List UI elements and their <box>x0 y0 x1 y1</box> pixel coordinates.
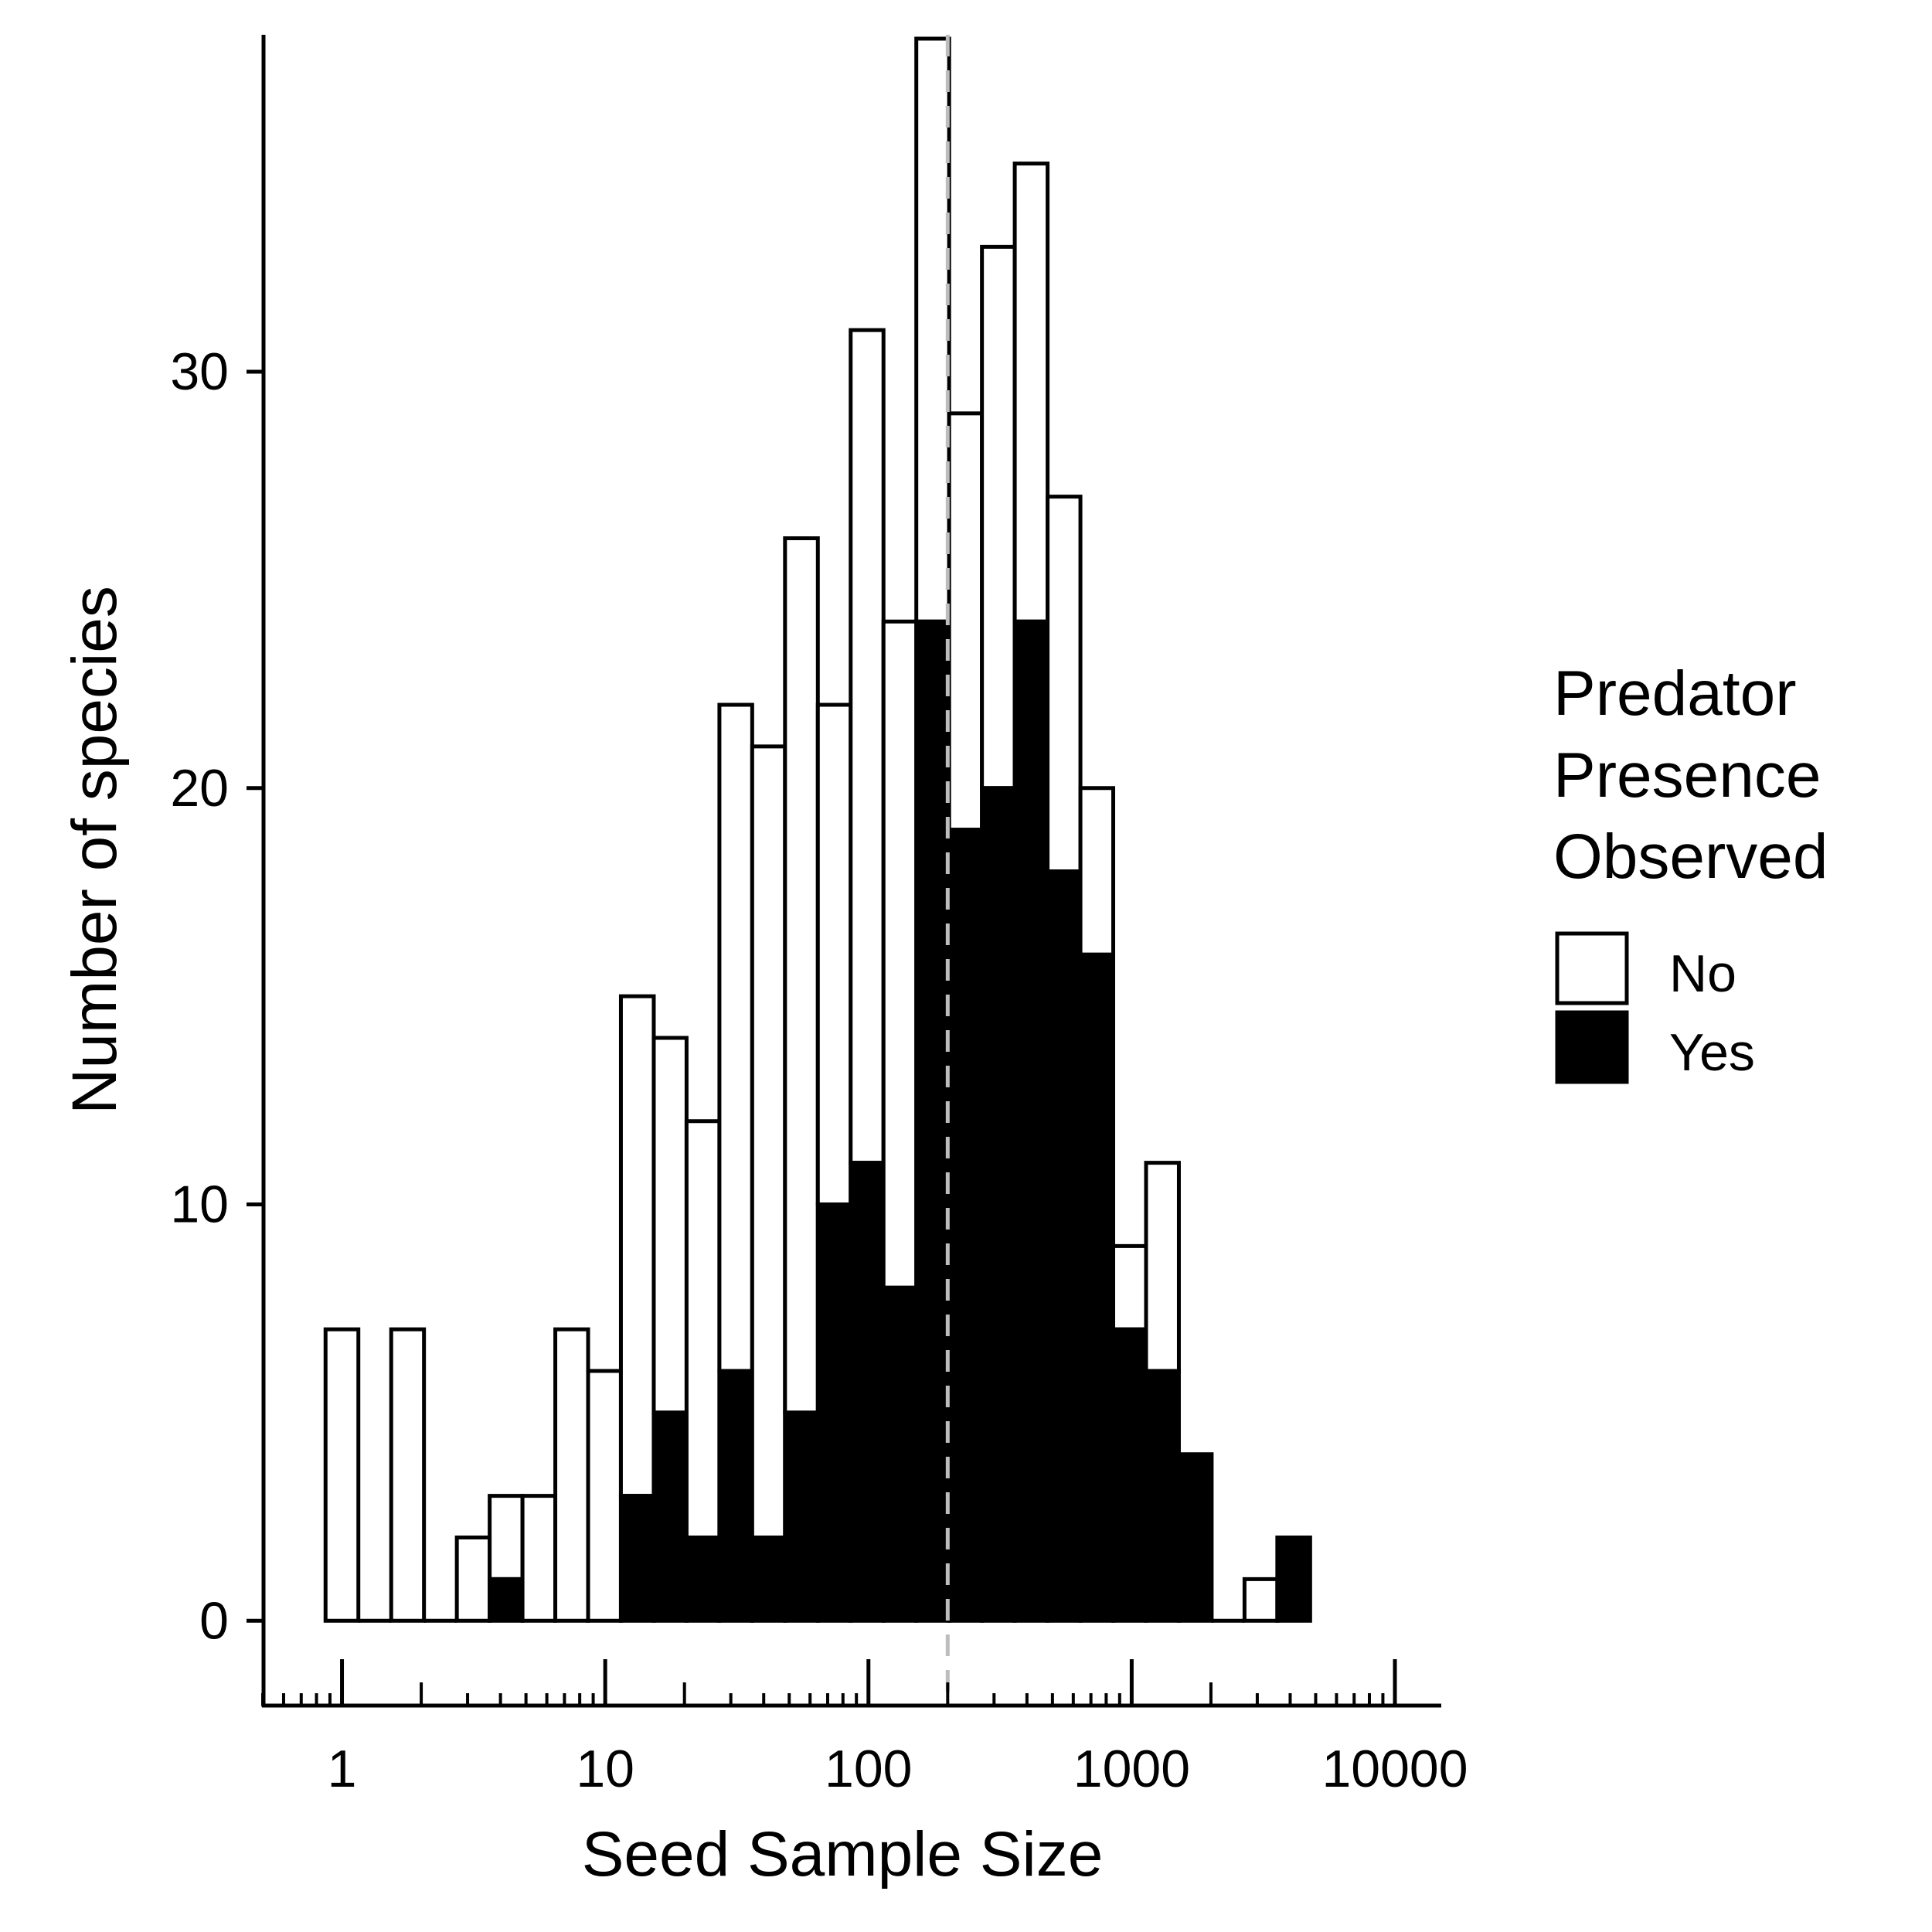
y-axis-title: Number of species <box>60 586 130 1114</box>
y-tick-label-30: 30 <box>170 342 229 401</box>
bar-yes-13 <box>750 1536 787 1623</box>
x-tick-label-1000: 1000 <box>1073 1740 1190 1798</box>
bar-no-28 <box>1242 1577 1280 1623</box>
bar-yes-5 <box>488 1577 525 1623</box>
bar-no-18 <box>914 36 951 624</box>
bar-no-21 <box>1012 162 1050 624</box>
bar-no-11 <box>684 1119 722 1539</box>
bar-no-20 <box>980 244 1017 791</box>
y-tick-label-10: 10 <box>170 1175 229 1234</box>
x-axis-title: Seed Sample Size <box>582 1819 1104 1889</box>
bar-no-9 <box>618 994 656 1498</box>
x-tick-label-1: 1 <box>328 1740 357 1798</box>
bar-no-2 <box>389 1327 427 1623</box>
bar-yes-26 <box>1176 1452 1214 1623</box>
bar-yes-20 <box>980 786 1017 1623</box>
bar-no-5 <box>488 1494 525 1581</box>
y-tick-label-20: 20 <box>170 759 229 818</box>
bar-no-24 <box>1111 1243 1148 1332</box>
bar-yes-23 <box>1078 952 1116 1623</box>
x-tick-label-10000: 10000 <box>1321 1740 1468 1798</box>
bar-yes-10 <box>651 1410 689 1623</box>
bar-yes-21 <box>1012 619 1050 1623</box>
bar-yes-18 <box>914 619 951 1623</box>
legend-swatch-yes <box>1555 1010 1629 1084</box>
bar-no-23 <box>1078 786 1116 957</box>
bar-no-15 <box>815 702 853 1206</box>
bar-yes-25 <box>1144 1369 1181 1623</box>
bar-no-7 <box>553 1327 590 1623</box>
bar-no-6 <box>520 1494 558 1623</box>
bar-no-0 <box>323 1327 361 1623</box>
legend-swatch-no <box>1555 931 1629 1005</box>
bar-no-14 <box>783 536 820 1415</box>
legend-label-yes: Yes <box>1669 1023 1755 1082</box>
bar-yes-9 <box>618 1494 656 1623</box>
bar-no-4 <box>454 1536 492 1623</box>
bar-no-8 <box>586 1369 623 1623</box>
legend-title-line-1: Predator <box>1553 658 1797 729</box>
legend-title-line-3: Observed <box>1553 821 1828 892</box>
bar-no-25 <box>1144 1161 1181 1373</box>
bar-yes-24 <box>1111 1327 1148 1623</box>
bar-no-17 <box>881 619 919 1290</box>
axes-group: 0 10 20 30 1 10 100 1000 10000 <box>170 35 1468 1798</box>
legend: Predator Presence Observed No Yes <box>1553 658 1828 1084</box>
y-tick-label-0: 0 <box>199 1591 229 1650</box>
bar-yes-12 <box>717 1369 754 1623</box>
bar-yes-16 <box>849 1161 886 1623</box>
bars-group <box>323 36 1312 1623</box>
legend-label-no: No <box>1669 944 1736 1003</box>
bar-no-13 <box>750 744 787 1539</box>
bar-yes-14 <box>783 1410 820 1623</box>
bar-no-22 <box>1046 495 1083 873</box>
bar-yes-11 <box>684 1536 722 1623</box>
bar-yes-19 <box>947 828 985 1623</box>
bar-yes-17 <box>881 1285 919 1623</box>
x-tick-label-100: 100 <box>825 1740 912 1798</box>
bar-yes-15 <box>815 1202 853 1623</box>
bar-yes-29 <box>1275 1536 1312 1623</box>
x-tick-label-10: 10 <box>576 1740 634 1798</box>
bar-no-12 <box>717 702 754 1373</box>
bar-no-19 <box>947 411 985 832</box>
bar-no-16 <box>849 328 886 1165</box>
legend-title-line-2: Presence <box>1553 740 1821 811</box>
bar-yes-22 <box>1046 869 1083 1623</box>
bar-no-10 <box>651 1036 689 1415</box>
